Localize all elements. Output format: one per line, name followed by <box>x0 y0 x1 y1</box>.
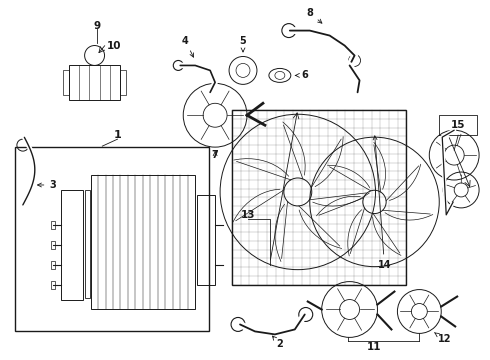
Bar <box>51 261 55 269</box>
Text: 12: 12 <box>435 333 451 345</box>
Text: 14: 14 <box>373 136 391 270</box>
Text: 10: 10 <box>107 41 122 50</box>
Text: 1: 1 <box>114 130 122 140</box>
Bar <box>51 221 55 229</box>
Bar <box>232 110 406 285</box>
Bar <box>61 190 83 300</box>
Text: 2: 2 <box>272 336 283 349</box>
Bar <box>69 66 121 100</box>
Text: 4: 4 <box>182 36 194 57</box>
Bar <box>197 195 215 285</box>
Text: 15: 15 <box>451 120 465 130</box>
Text: 7: 7 <box>212 150 219 160</box>
Text: 5: 5 <box>240 36 246 52</box>
Text: 9: 9 <box>93 21 100 31</box>
Bar <box>51 280 55 289</box>
Bar <box>15 147 209 332</box>
Bar <box>121 71 126 95</box>
Bar <box>85 190 90 298</box>
Bar <box>91 175 195 310</box>
Bar <box>63 71 69 95</box>
Text: 6: 6 <box>295 71 308 80</box>
Bar <box>51 241 55 249</box>
Text: 8: 8 <box>306 8 322 23</box>
Text: 3: 3 <box>38 180 56 190</box>
Text: 11: 11 <box>367 342 382 352</box>
Text: 13: 13 <box>241 210 255 220</box>
